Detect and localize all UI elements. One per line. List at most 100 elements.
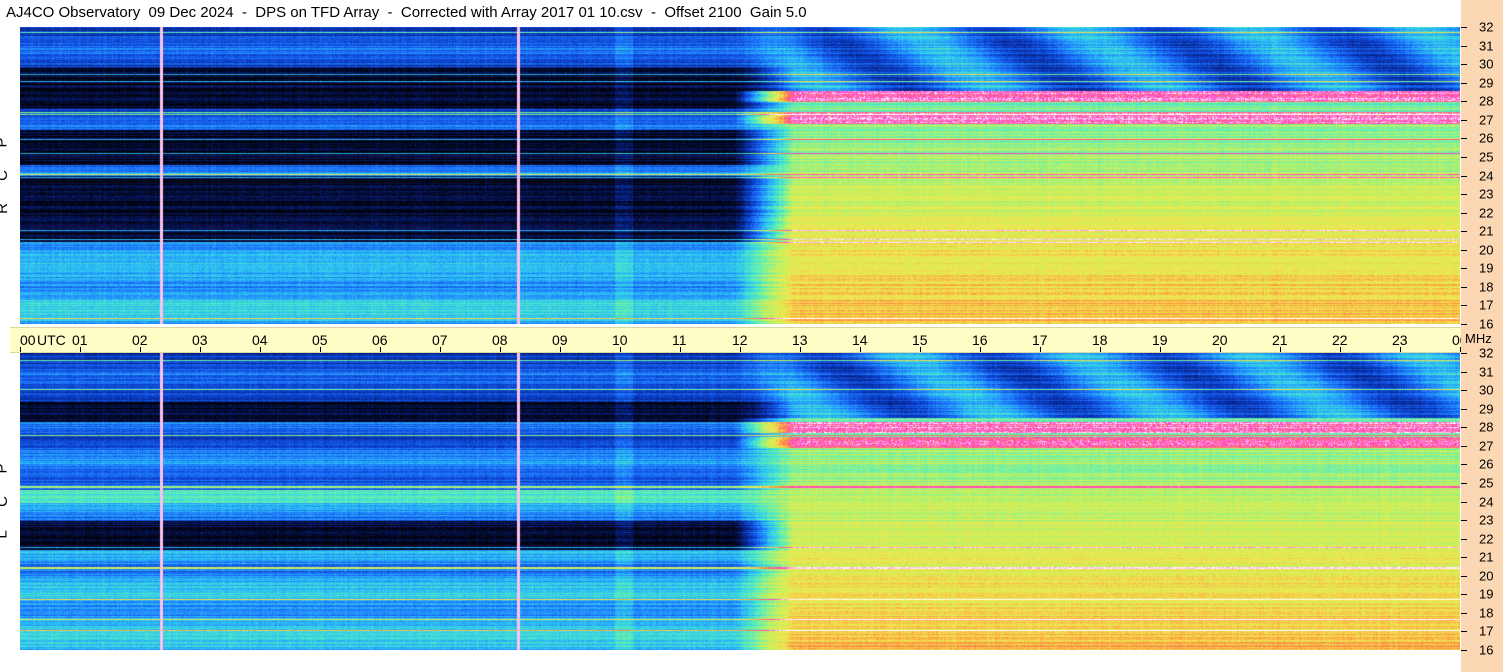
mhz-tick-mark xyxy=(1461,286,1467,288)
mhz-tick-label: 29 xyxy=(1479,401,1494,417)
utc-tick-mark xyxy=(1340,347,1341,352)
utc-tick-mark xyxy=(320,347,321,352)
mhz-tick-mark xyxy=(1461,82,1467,84)
utc-tick-mark xyxy=(680,347,681,352)
mhz-tick-label: 21 xyxy=(1479,223,1494,239)
mhz-tick-label: 31 xyxy=(1479,38,1494,54)
mhz-tick-mark xyxy=(1461,482,1467,484)
mhz-tick-mark xyxy=(1461,520,1467,522)
utc-tick-mark xyxy=(140,347,141,352)
mhz-tick-mark xyxy=(1461,557,1467,559)
mhz-tick-mark xyxy=(1461,27,1467,28)
utc-tick-mark xyxy=(1280,347,1281,352)
utc-tick-label: 17 xyxy=(1032,332,1048,348)
mhz-tick-label: 28 xyxy=(1479,93,1494,109)
mhz-tick-label: 30 xyxy=(1479,382,1494,398)
mhz-tick-mark xyxy=(1461,64,1467,66)
utc-tick-mark xyxy=(1040,347,1041,352)
utc-tick-label: 12 xyxy=(732,332,748,348)
mhz-tick-label: 18 xyxy=(1479,279,1494,295)
mhz-tick-label: 23 xyxy=(1479,186,1494,202)
mhz-tick-label: 20 xyxy=(1479,242,1494,258)
mhz-tick-mark xyxy=(1461,538,1467,540)
utc-tick-label: 20 xyxy=(1212,332,1228,348)
frequency-axis: 32 31 30 29 28 27 26 25 24 23 22 21 20 19 18 17 16 32 31 30… xyxy=(1461,0,1503,672)
rcp-spectrogram xyxy=(20,27,1460,324)
mhz-tick-label: 18 xyxy=(1479,605,1494,621)
mhz-tick-mark xyxy=(1461,501,1467,503)
mhz-tick-label: 32 xyxy=(1479,345,1494,361)
utc-tick-mark xyxy=(20,347,21,352)
mhz-tick-label: 32 xyxy=(1479,19,1494,35)
mhz-tick-label: 22 xyxy=(1479,205,1494,221)
mhz-tick-mark xyxy=(1461,371,1467,373)
mhz-tick-label: 29 xyxy=(1479,75,1494,91)
mhz-tick-mark xyxy=(1461,231,1467,233)
mhz-tick-mark xyxy=(1461,427,1467,429)
utc-tick-mark xyxy=(440,347,441,352)
mhz-tick-label: 26 xyxy=(1479,130,1494,146)
utc-tick-mark xyxy=(1400,347,1401,352)
utc-tick-label: 11 xyxy=(672,332,687,348)
utc-tick-label: 07 xyxy=(432,332,448,348)
mhz-tick-label: 17 xyxy=(1479,297,1494,313)
mhz-tick-mark xyxy=(1461,138,1467,140)
mhz-tick-label: 19 xyxy=(1479,586,1494,602)
utc-tick-mark xyxy=(1160,347,1161,352)
mhz-tick-label: 24 xyxy=(1479,168,1494,183)
mhz-tick-mark xyxy=(1461,45,1467,47)
mhz-tick-mark xyxy=(1461,408,1467,410)
mhz-tick-label: 22 xyxy=(1479,531,1494,547)
utc-tick-mark xyxy=(80,347,81,352)
utc-tick-mark xyxy=(1220,347,1221,352)
utc-tick-mark xyxy=(740,347,741,352)
utc-tick-label: 15 xyxy=(912,332,928,348)
mhz-tick-label: 16 xyxy=(1479,316,1494,332)
mhz-tick-label: 19 xyxy=(1479,260,1494,276)
utc-tick-label: 01 xyxy=(72,332,88,348)
utc-tick-label: 18 xyxy=(1092,332,1108,348)
mhz-tick-mark xyxy=(1461,212,1467,214)
utc-tick-label: 14 xyxy=(852,332,868,348)
utc-tick-mark xyxy=(200,347,201,352)
utc-tick-label: 08 xyxy=(492,332,508,348)
utc-tick-label: 09 xyxy=(552,332,568,348)
mhz-tick-mark xyxy=(1461,390,1467,392)
mhz-tick-mark xyxy=(1461,324,1467,325)
utc-tick-mark xyxy=(1460,347,1461,352)
utc-tick-mark xyxy=(380,347,381,352)
lcp-label: P C L xyxy=(0,353,20,650)
utc-tick-label: 10 xyxy=(612,332,628,348)
mhz-tick-label: 28 xyxy=(1479,419,1494,435)
mhz-tick-mark xyxy=(1461,575,1467,577)
utc-tick-label: 21 xyxy=(1272,332,1288,348)
mhz-tick-label: 31 xyxy=(1479,364,1494,380)
utc-time-axis: 00 01 02 03 04 05 06 07 08 09 10 11 12 13 14 15 16 17 18 19… xyxy=(10,327,1472,353)
utc-tick-mark xyxy=(920,347,921,352)
utc-tick-mark xyxy=(500,347,501,352)
utc-tick-label: 00 xyxy=(20,332,36,348)
utc-axis-label: UTC xyxy=(37,332,66,348)
mhz-tick-label: 24 xyxy=(1479,494,1494,509)
utc-tick-label: 02 xyxy=(132,332,148,348)
utc-tick-label: 03 xyxy=(192,332,208,348)
mhz-tick-label: 20 xyxy=(1479,568,1494,584)
mhz-tick-label: 26 xyxy=(1479,456,1494,472)
utc-tick-label: 04 xyxy=(252,332,268,348)
mhz-tick-mark xyxy=(1461,631,1467,633)
mhz-tick-mark xyxy=(1461,612,1467,614)
lcp-spectrogram xyxy=(20,353,1460,650)
utc-tick-mark xyxy=(1100,347,1101,352)
mhz-tick-mark xyxy=(1461,594,1467,596)
utc-tick-mark xyxy=(620,347,621,352)
mhz-tick-mark xyxy=(1461,268,1467,270)
utc-tick-label: 06 xyxy=(372,332,388,348)
utc-tick-mark xyxy=(560,347,561,352)
rcp-label: P C R xyxy=(0,27,20,324)
chart-title: AJ4CO Observatory 09 Dec 2024 - DPS on T… xyxy=(0,0,1462,26)
mhz-tick-label: 27 xyxy=(1479,112,1494,128)
utc-tick-label: 23 xyxy=(1392,332,1408,348)
utc-tick-label: 13 xyxy=(792,332,808,348)
mhz-tick-mark xyxy=(1461,249,1467,251)
utc-tick-mark xyxy=(800,347,801,352)
